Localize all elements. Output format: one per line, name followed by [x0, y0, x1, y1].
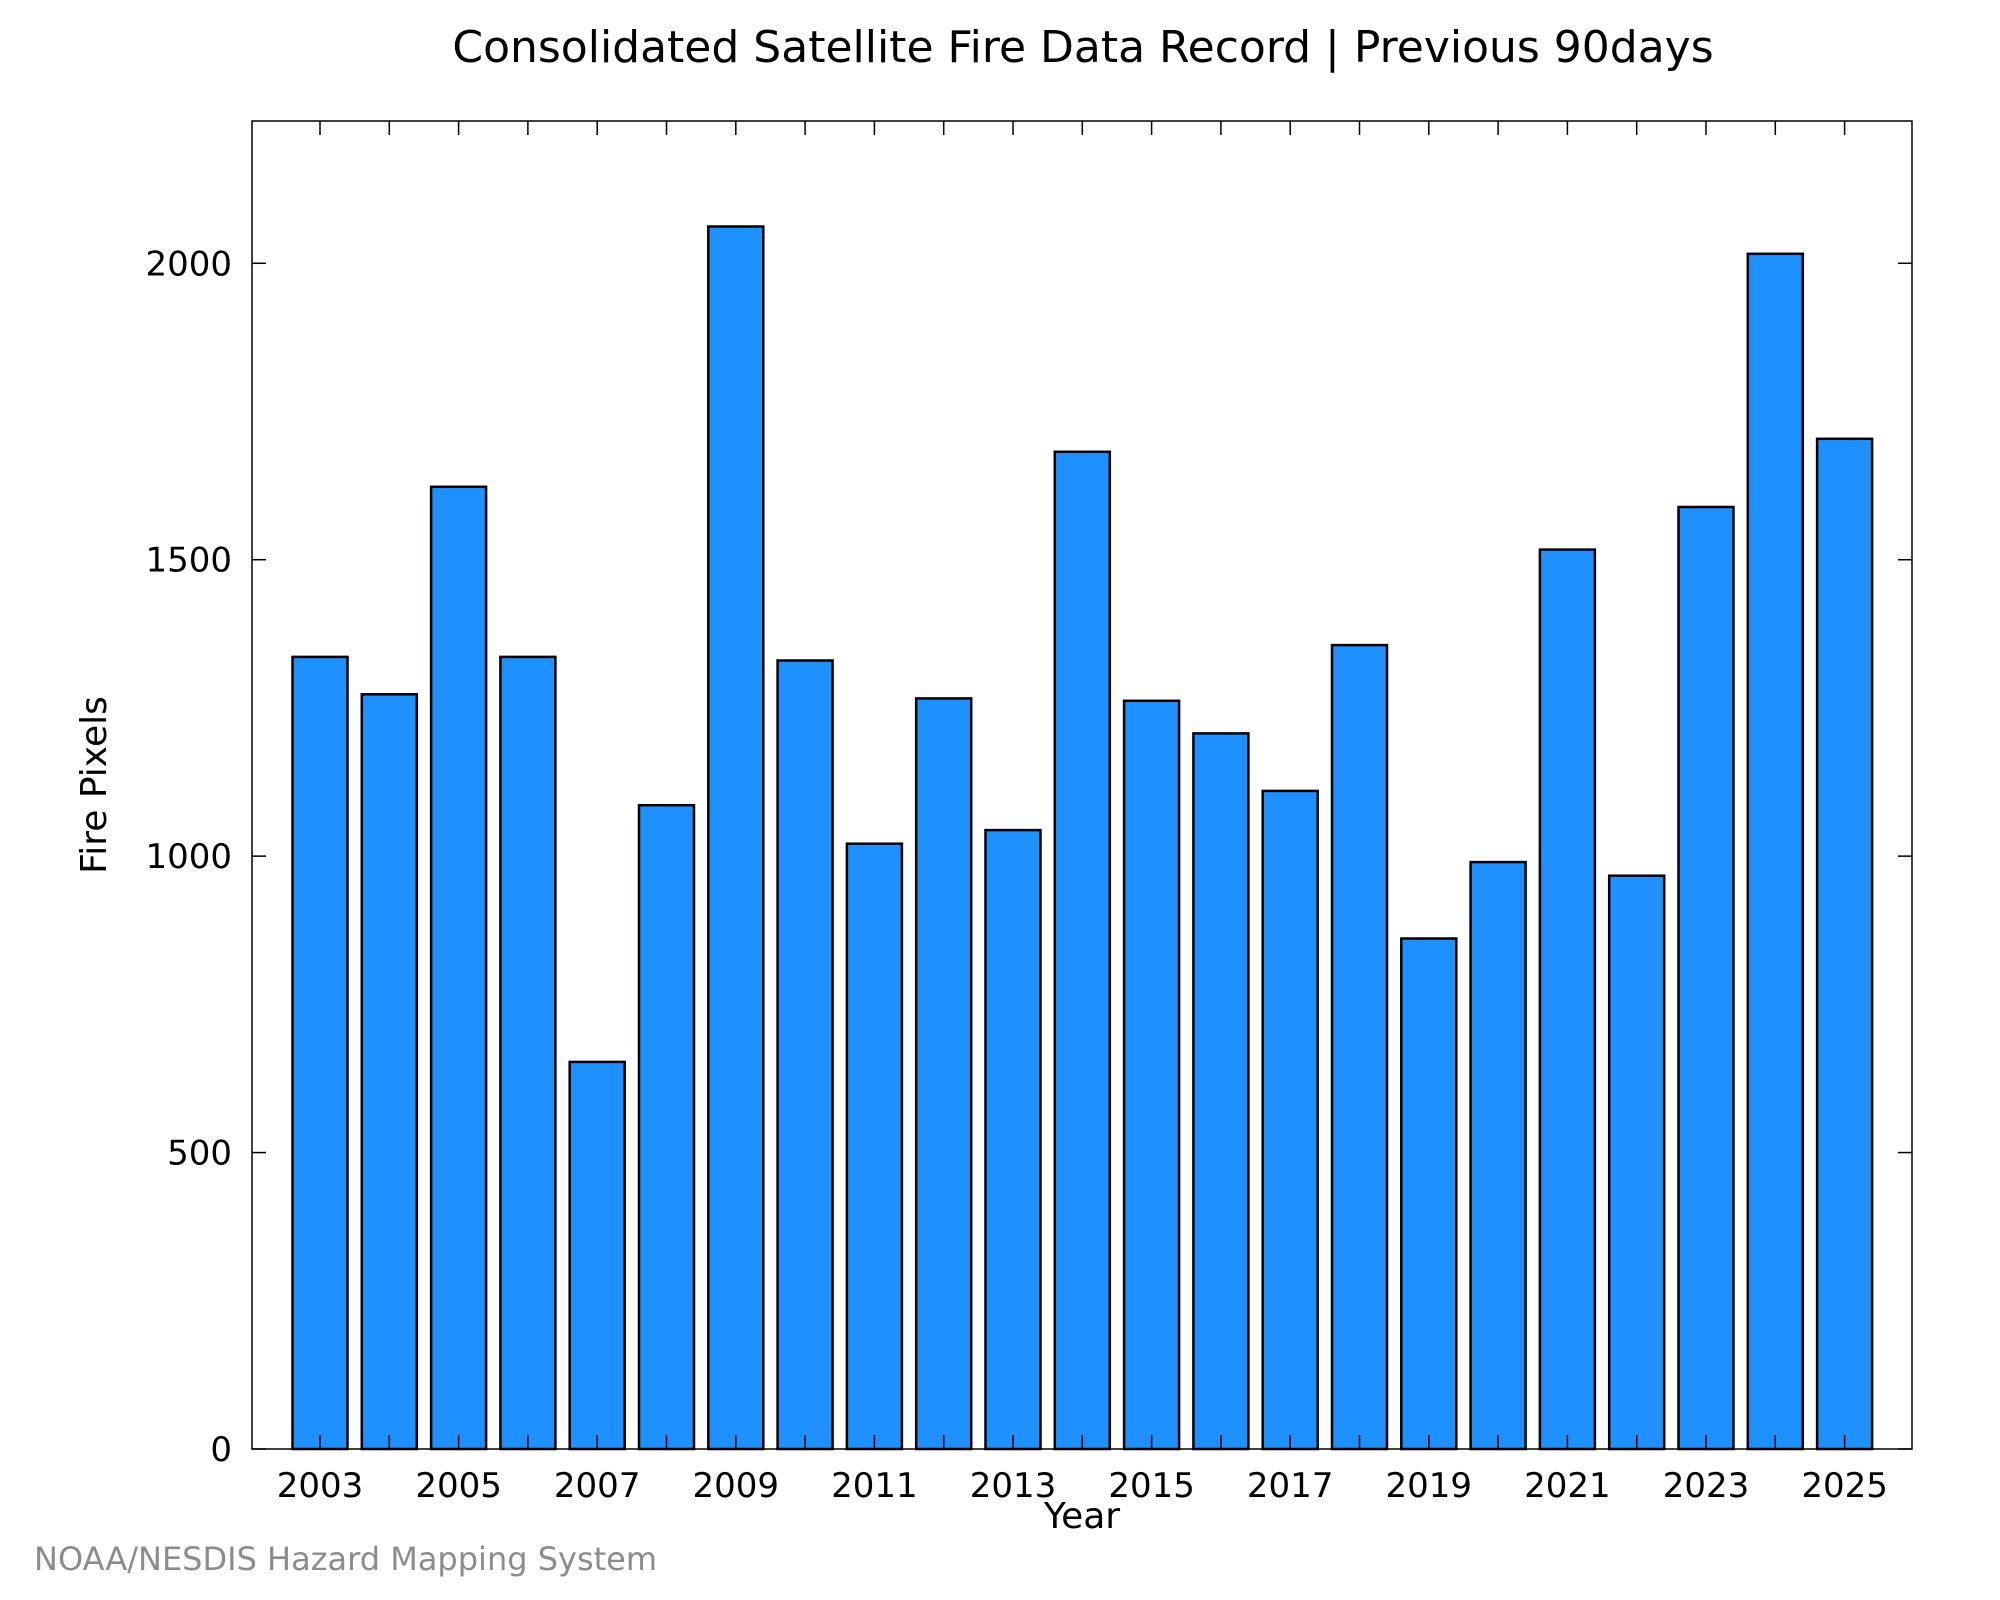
x-tick-label-2009: 2009 [693, 1466, 780, 1506]
y-tick-label: 1500 [145, 541, 232, 581]
bar-2021 [1538, 548, 1597, 1451]
x-tick-label-2005: 2005 [415, 1466, 502, 1506]
x-tick-label-2007: 2007 [554, 1466, 641, 1506]
source-credit: NOAA/NESDIS Hazard Mapping System [34, 1540, 658, 1578]
y-tick-label: 500 [167, 1134, 232, 1174]
x-tick-label-2015: 2015 [1108, 1466, 1195, 1506]
x-axis: 2003 2005 2007 2009 2011 2013 2015 2017 2019 2021… [277, 121, 1888, 1506]
bars-group [291, 225, 1874, 1451]
bar-2004 [360, 693, 419, 1451]
x-tick-label-2025: 2025 [1801, 1466, 1888, 1506]
x-tick-label-2023: 2023 [1663, 1466, 1750, 1506]
x-tick-label-2017: 2017 [1247, 1466, 1334, 1506]
bar-2015 [1122, 699, 1181, 1451]
bar-2019 [1400, 937, 1458, 1451]
bar-2012 [914, 697, 973, 1451]
bar-2003 [291, 655, 349, 1451]
chart-title: Consolidated Satellite Fire Data Record … [452, 22, 1713, 73]
bar-2011 [845, 842, 904, 1451]
bar-2020 [1469, 860, 1527, 1451]
y-tick-label: 2000 [145, 244, 232, 284]
bar-2008 [637, 803, 696, 1451]
bar-2005 [429, 485, 488, 1451]
bar-2007 [568, 1060, 626, 1451]
x-axis-label: Year [1043, 1496, 1120, 1537]
y-tick-label: 1000 [145, 837, 232, 877]
x-tick-label-2021: 2021 [1524, 1466, 1611, 1506]
y-tick-label: 0 [210, 1430, 232, 1470]
bar-2023 [1677, 505, 1735, 1451]
bar-2014 [1053, 450, 1112, 1451]
bar-2013 [984, 828, 1042, 1451]
bar-2010 [776, 659, 834, 1451]
bar-2018 [1330, 643, 1389, 1451]
x-tick-label-2019: 2019 [1386, 1466, 1473, 1506]
bar-2009 [707, 225, 765, 1451]
bar-2016 [1192, 732, 1250, 1451]
bar-2017 [1261, 789, 1319, 1451]
bar-2022 [1607, 874, 1666, 1451]
x-tick-label-2013: 2013 [970, 1466, 1057, 1506]
x-tick-label-2003: 2003 [277, 1466, 364, 1506]
y-axis-label: Fire Pixels [74, 696, 115, 874]
bar-2025 [1815, 437, 1874, 1451]
bar-2024 [1746, 252, 1805, 1451]
bar-2006 [499, 655, 557, 1451]
y-axis: 0 500 1000 1500 2000 [145, 244, 1912, 1470]
x-tick-label-2011: 2011 [831, 1466, 918, 1506]
